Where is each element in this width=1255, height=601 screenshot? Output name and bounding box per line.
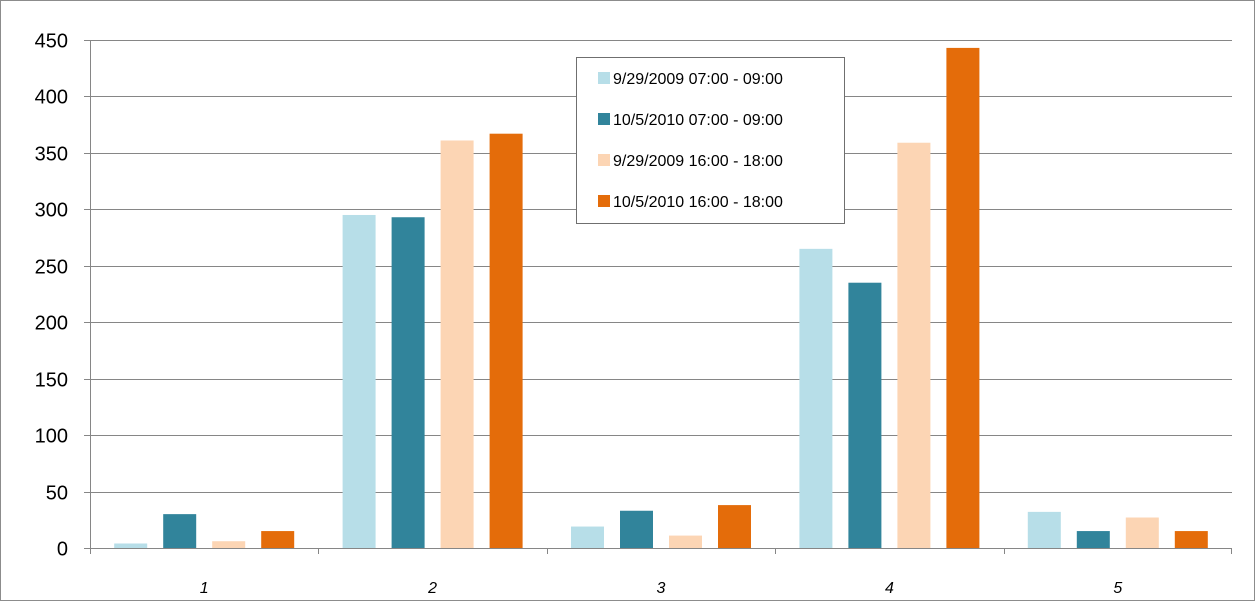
y-tick-label: 250: [35, 257, 68, 279]
legend-label: 9/29/2009 16:00 - 18:00: [613, 153, 783, 170]
bar: [391, 217, 425, 549]
bar: [163, 514, 197, 548]
y-tick-label: 0: [57, 539, 68, 561]
legend-swatch: [598, 195, 610, 207]
x-tick-label: 1: [200, 580, 209, 597]
bar: [799, 248, 833, 548]
legend-label: 9/29/2009 07:00 - 09:00: [613, 71, 783, 88]
y-tick-label: 200: [35, 313, 68, 335]
bar: [1076, 531, 1110, 548]
x-tick-label: 2: [427, 580, 437, 597]
bar: [1174, 531, 1208, 548]
x-tick-label: 4: [885, 580, 894, 597]
bar: [489, 133, 523, 548]
bar: [440, 140, 474, 548]
y-tick-label: 450: [35, 31, 68, 53]
y-axis-ticks: 0 50 100 150 200 250 300 350 400 450: [35, 31, 68, 561]
bar: [848, 282, 882, 548]
y-tick-label: 350: [35, 144, 68, 166]
bar: [261, 531, 295, 548]
x-tick-label: 3: [657, 580, 666, 597]
y-tick-label: 50: [46, 483, 68, 505]
axes: [84, 40, 1232, 554]
bar: [212, 541, 246, 548]
bar: [718, 505, 751, 548]
legend-swatch: [598, 72, 610, 84]
legend-box: [576, 57, 845, 224]
y-tick-label: 150: [35, 370, 68, 392]
y-tick-label: 100: [35, 426, 68, 448]
bar: [897, 142, 931, 548]
bar: [946, 47, 980, 548]
bar: [1125, 517, 1159, 548]
y-tick-label: 400: [35, 87, 68, 109]
legend: 9/29/2009 07:00 - 09:00 10/5/2010 07:00 -…: [576, 57, 845, 224]
legend-swatch: [598, 113, 610, 125]
bar: [669, 535, 702, 548]
bar: [571, 526, 604, 548]
bar: [1027, 511, 1061, 548]
x-axis-ticks: 1 2 3 4 5: [200, 580, 1123, 597]
legend-label: 10/5/2010 16:00 - 18:00: [613, 194, 783, 211]
y-tick-label: 300: [35, 200, 68, 222]
legend-label: 10/5/2010 07:00 - 09:00: [613, 112, 783, 129]
x-tick-label: 5: [1113, 580, 1122, 597]
legend-swatch: [598, 154, 610, 166]
bars: [114, 47, 1208, 549]
bar: [114, 543, 148, 548]
bar: [342, 214, 376, 548]
bar: [620, 510, 653, 548]
